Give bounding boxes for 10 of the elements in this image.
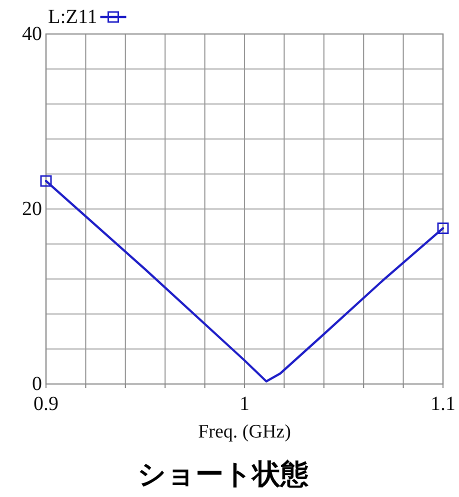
legend-label: L:Z11 xyxy=(48,6,98,28)
xlabel: Freq. (GHz) xyxy=(198,422,291,442)
caption: ショート状態 xyxy=(138,458,308,490)
legend: L:Z11 xyxy=(48,6,126,28)
y-tick-label: 40 xyxy=(22,23,42,45)
x-tick-label: 0.9 xyxy=(34,393,58,415)
y-tick-label: 0 xyxy=(32,373,42,395)
x-tick-label: 1 xyxy=(240,393,250,415)
y-tick-label: 20 xyxy=(22,198,42,220)
x-tick-label: 1.1 xyxy=(430,393,456,415)
